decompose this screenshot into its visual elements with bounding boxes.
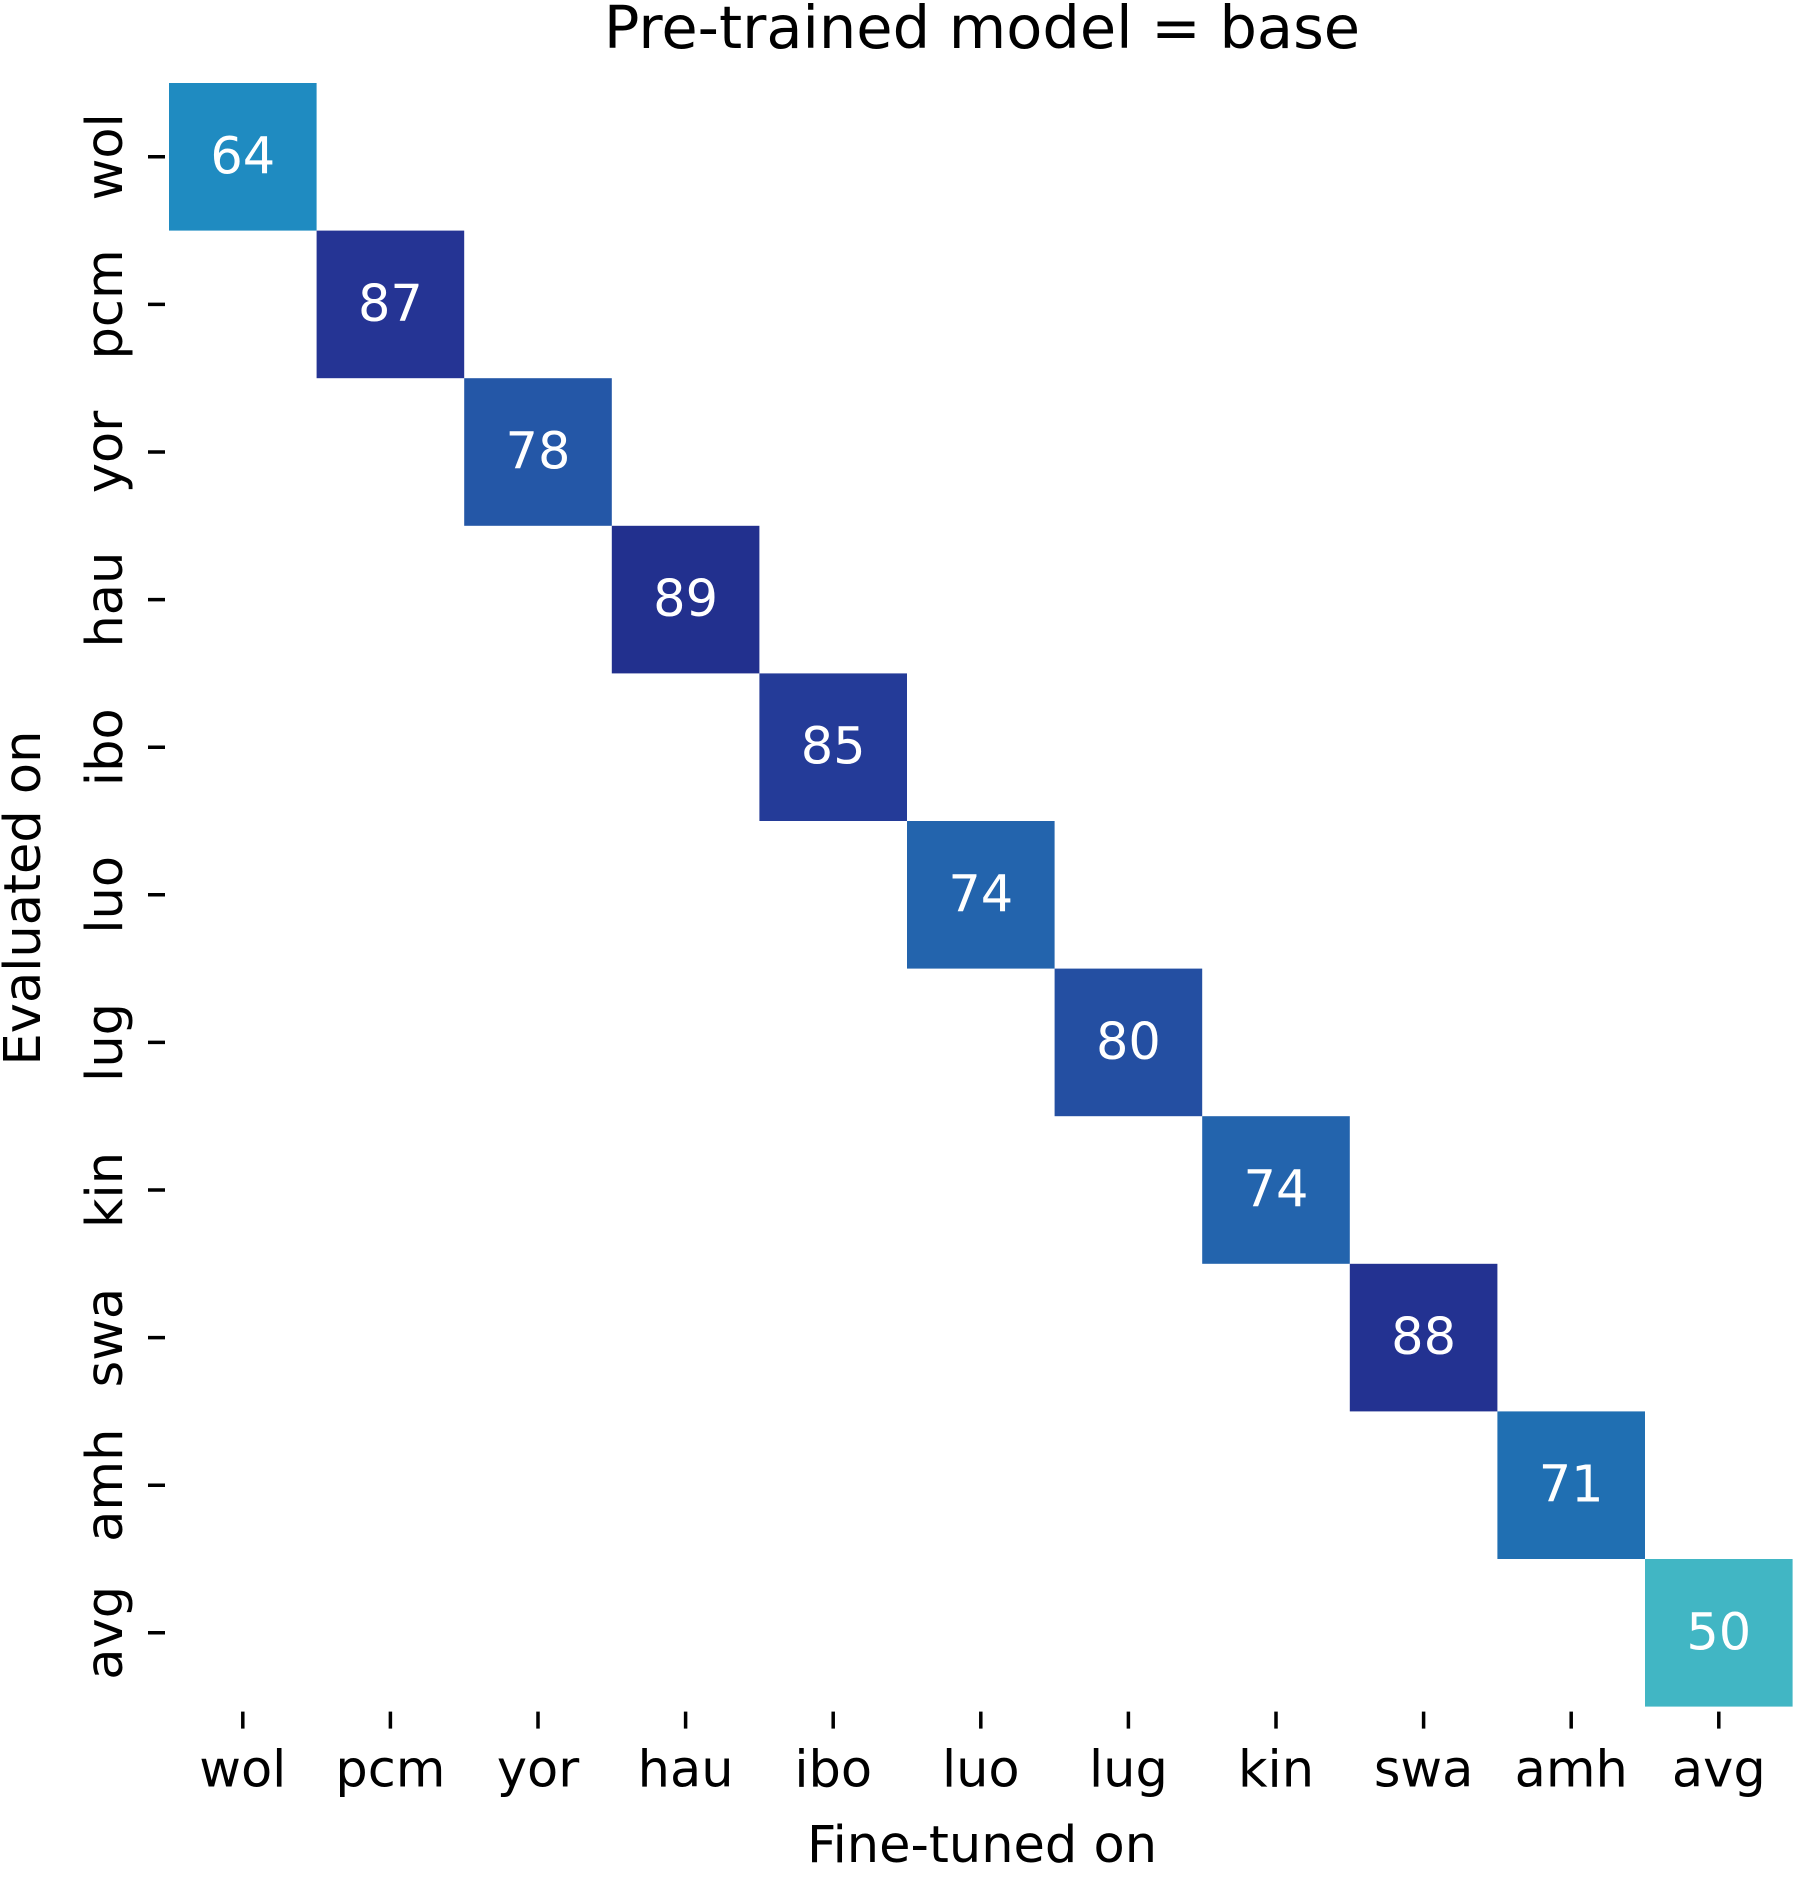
y-tick-label-luo: luo bbox=[76, 856, 135, 934]
heatmap-cell-kin-kin bbox=[1202, 1116, 1350, 1264]
heatmap-cell-hau-hau bbox=[611, 525, 760, 674]
y-tick-label-amh: amh bbox=[76, 1429, 135, 1542]
cell-value-label-luo-luo: 74 bbox=[948, 865, 1013, 924]
heatmap-cell-avg-avg bbox=[1645, 1559, 1793, 1707]
y-tick-label-lug: lug bbox=[76, 1003, 135, 1082]
y-tick-label-swa: swa bbox=[76, 1288, 135, 1388]
y-axis-label: Evaluated on bbox=[0, 731, 53, 1066]
x-tick-label-amh: amh bbox=[1515, 1741, 1628, 1800]
heatmap-cell-ibo-ibo bbox=[759, 673, 907, 821]
cell-value-label-hau-hau: 89 bbox=[653, 570, 718, 629]
x-axis-label: Fine-tuned on bbox=[807, 1816, 1157, 1875]
heatmap-cell-pcm-pcm bbox=[316, 230, 465, 379]
y-tick-label-yor: yor bbox=[76, 411, 135, 493]
cell-value-label-yor-yor: 78 bbox=[506, 423, 571, 482]
y-tick-label-kin: kin bbox=[76, 1152, 135, 1228]
x-tick-label-wol: wol bbox=[199, 1741, 286, 1800]
cell-value-label-ibo-ibo: 85 bbox=[801, 718, 866, 777]
x-tick-label-luo: luo bbox=[942, 1741, 1020, 1800]
cell-value-label-wol-wol: 64 bbox=[210, 127, 275, 186]
x-tick-label-swa: swa bbox=[1374, 1741, 1474, 1800]
x-axis: wol pcm yor hau ibo luo lug kin swa amh avg bbox=[199, 1711, 1766, 1800]
cell-value-label-pcm-pcm: 87 bbox=[358, 275, 423, 334]
heatmap-cell-luo-luo bbox=[907, 821, 1055, 969]
chart-title: Pre-trained model = base bbox=[604, 0, 1360, 62]
y-axis: wol pcm yor hau ibo luo lug kin swa amh avg bbox=[76, 113, 165, 1680]
x-tick-label-yor: yor bbox=[497, 1741, 579, 1800]
x-tick-label-lug: lug bbox=[1089, 1741, 1168, 1800]
heatmap-cell-yor-yor bbox=[464, 378, 612, 526]
heatmap-cell-swa-swa bbox=[1349, 1263, 1498, 1412]
y-tick-label-pcm: pcm bbox=[76, 249, 135, 359]
heatmap-cell-wol-wol bbox=[169, 83, 317, 231]
cell-value-label-swa-swa: 88 bbox=[1391, 1308, 1456, 1367]
x-tick-label-pcm: pcm bbox=[335, 1741, 445, 1800]
x-tick-label-ibo: ibo bbox=[794, 1741, 872, 1800]
x-tick-label-avg: avg bbox=[1672, 1741, 1766, 1800]
y-tick-label-hau: hau bbox=[76, 552, 135, 648]
cell-value-label-lug-lug: 80 bbox=[1096, 1013, 1161, 1072]
x-tick-label-kin: kin bbox=[1238, 1741, 1314, 1800]
cell-value-label-amh-amh: 71 bbox=[1539, 1456, 1604, 1515]
heatmap-cells: 64 87 78 89 85 74 80 74 88 71 50 bbox=[169, 83, 1793, 1707]
heatmap-cell-amh-amh bbox=[1497, 1411, 1645, 1559]
y-tick-label-wol: wol bbox=[76, 113, 135, 200]
y-tick-label-ibo: ibo bbox=[76, 708, 135, 786]
cell-value-label-avg-avg: 50 bbox=[1686, 1603, 1751, 1662]
y-tick-label-avg: avg bbox=[76, 1586, 135, 1680]
heatmap-cell-lug-lug bbox=[1054, 968, 1203, 1117]
cell-value-label-kin-kin: 74 bbox=[1244, 1161, 1309, 1220]
x-tick-label-hau: hau bbox=[638, 1741, 734, 1800]
